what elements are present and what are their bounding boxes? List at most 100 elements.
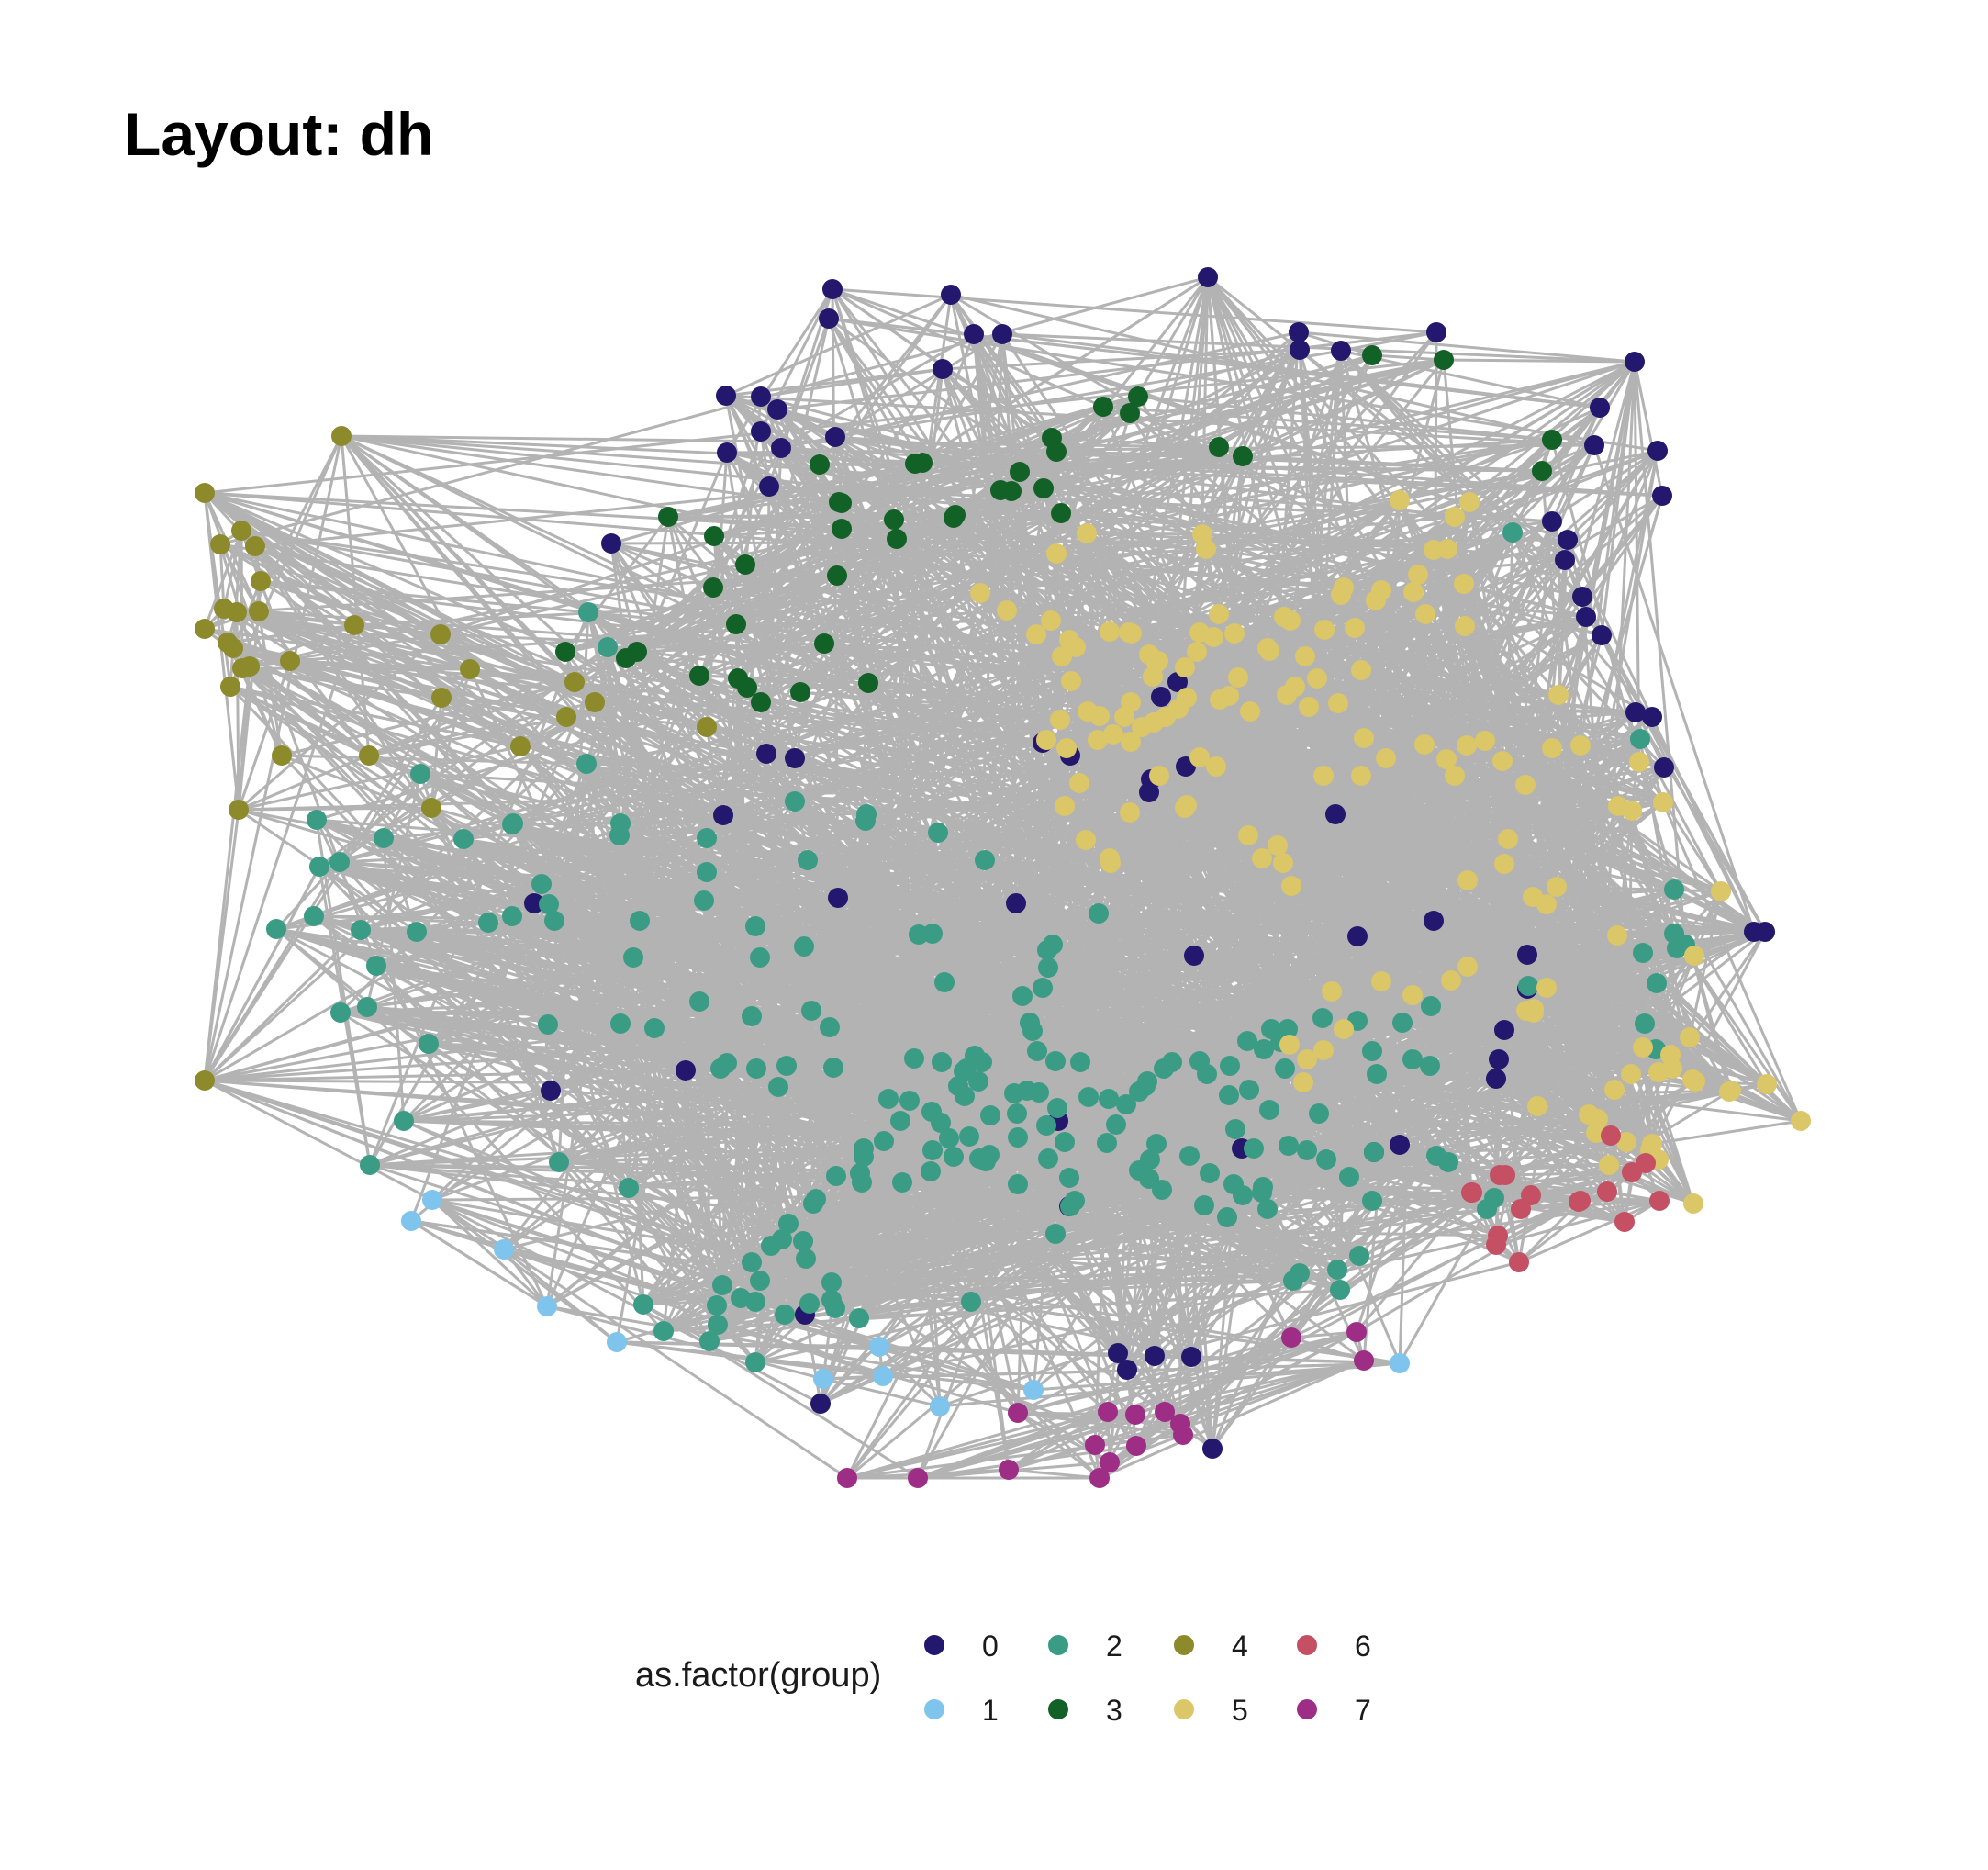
graph-node-group-2 (1647, 973, 1667, 993)
graph-edge (1518, 1199, 1660, 1264)
legend-label-7: 7 (1355, 1694, 1371, 1727)
graph-node-group-2 (890, 1111, 910, 1131)
graph-node-group-5 (1622, 801, 1642, 821)
graph-node-group-2 (1633, 943, 1653, 963)
plot-title: Layout: dh (124, 100, 434, 168)
graph-edge (204, 1069, 687, 1082)
graph-node-group-2 (826, 1166, 846, 1186)
graph-node-group-2 (419, 1034, 439, 1054)
graph-node-group-5 (1187, 642, 1207, 662)
graph-edge (204, 1009, 812, 1082)
graph-node-group-2 (1033, 978, 1053, 998)
edges-layer (203, 275, 1803, 1480)
graph-node-group-5 (1120, 802, 1140, 823)
graph-node-group-3 (790, 682, 810, 702)
graph-edge (759, 895, 1534, 959)
graph-node-group-2 (712, 1275, 732, 1295)
graph-node-group-5 (1210, 689, 1230, 710)
graph-node-group-5 (1354, 728, 1374, 748)
graph-node-group-2 (798, 850, 818, 870)
graph-node-group-2 (968, 1071, 988, 1092)
graph-node-group-2 (944, 1147, 964, 1167)
graph-node-group-0 (1652, 486, 1672, 506)
graph-edge (237, 660, 292, 811)
graph-edge (784, 1160, 1449, 1316)
graph-node-group-5 (1711, 881, 1731, 901)
graph-edge (1637, 761, 1723, 892)
graph-edge (203, 809, 240, 1081)
graph-edge (1483, 740, 1591, 1115)
graph-node-group-7 (1100, 1452, 1120, 1472)
graph-node-group-2 (785, 791, 805, 812)
graph-edge (1206, 276, 1240, 678)
graph-node-group-1 (813, 1369, 833, 1389)
graph-node-group-0 (941, 285, 961, 305)
graph-node-group-2 (825, 1298, 845, 1318)
graph-node-group-2 (1038, 1148, 1058, 1169)
graph-node-group-4 (223, 638, 243, 658)
graph-node-group-2 (1309, 1103, 1329, 1124)
graph-node-group-2 (394, 1111, 414, 1131)
graph-node-group-2 (1261, 1019, 1281, 1039)
graph-node-group-2 (761, 1236, 781, 1256)
graph-node-group-5 (1121, 732, 1141, 752)
graph-node-group-5 (1281, 876, 1301, 896)
graph-node-group-5 (1515, 775, 1536, 795)
graph-node-group-3 (1362, 345, 1382, 365)
graph-node-group-2 (1420, 1056, 1440, 1076)
graph-node-group-0 (1290, 340, 1310, 360)
graph-node-group-0 (716, 386, 736, 406)
graph-node-group-2 (1279, 1136, 1299, 1156)
graph-edge (1359, 775, 1383, 982)
graph-node-group-1 (537, 1296, 557, 1316)
graph-node-group-2 (965, 1046, 985, 1066)
graph-node-group-4 (556, 707, 576, 727)
graph-node-group-2 (799, 1293, 820, 1314)
graph-node-group-4 (195, 619, 215, 639)
legend-label-5: 5 (1232, 1694, 1248, 1727)
graph-edge (289, 659, 575, 684)
graph-node-group-2 (849, 1308, 869, 1328)
graph-node-group-4 (195, 483, 215, 503)
graph-node-group-2 (1055, 1132, 1075, 1152)
graph-node-group-0 (1755, 922, 1775, 942)
graph-node-group-2 (854, 1138, 874, 1159)
graph-node-group-5 (1408, 565, 1428, 585)
graph-node-group-2 (961, 1292, 981, 1312)
graph-edge (341, 434, 1663, 498)
graph-edge (203, 530, 243, 630)
graph-node-group-0 (1642, 707, 1662, 727)
graph-node-group-1 (869, 1337, 889, 1357)
graph-node-group-4 (431, 688, 452, 708)
graph-node-group-2 (1362, 1041, 1382, 1061)
graph-node-group-0 (1006, 893, 1026, 913)
graph-node-group-5 (1437, 539, 1457, 559)
graph-node-group-2 (549, 1152, 569, 1172)
graph-node-group-5 (1228, 667, 1248, 688)
graph-node-group-5 (1445, 507, 1465, 527)
graph-node-group-0 (1654, 757, 1674, 778)
graph-node-group-7 (1354, 1350, 1374, 1371)
graph-edge (360, 928, 1766, 934)
graph-node-group-5 (1209, 604, 1229, 624)
graph-node-group-5 (1548, 685, 1569, 705)
graph-node-group-5 (1547, 877, 1567, 897)
legend-key-3 (1048, 1699, 1068, 1719)
graph-node-group-2 (776, 1056, 797, 1076)
graph-node-group-5 (1026, 624, 1046, 644)
graph-node-group-1 (422, 1190, 442, 1210)
graph-node-group-6 (1649, 1191, 1670, 1211)
graph-node-group-5 (1457, 957, 1478, 977)
graph-edge (1557, 694, 1645, 1048)
graph-node-group-1 (873, 1366, 893, 1386)
graph-node-group-0 (524, 893, 544, 913)
graph-edge (368, 754, 1136, 1416)
graph-edge (237, 666, 251, 811)
graph-node-group-2 (266, 919, 286, 939)
graph-node-group-4 (272, 745, 292, 766)
graph-node-group-2 (1330, 1280, 1350, 1300)
graph-node-group-2 (1438, 1152, 1458, 1172)
graph-edge (236, 610, 441, 636)
graph-node-group-3 (1209, 437, 1229, 457)
graph-node-group-5 (1459, 492, 1480, 512)
